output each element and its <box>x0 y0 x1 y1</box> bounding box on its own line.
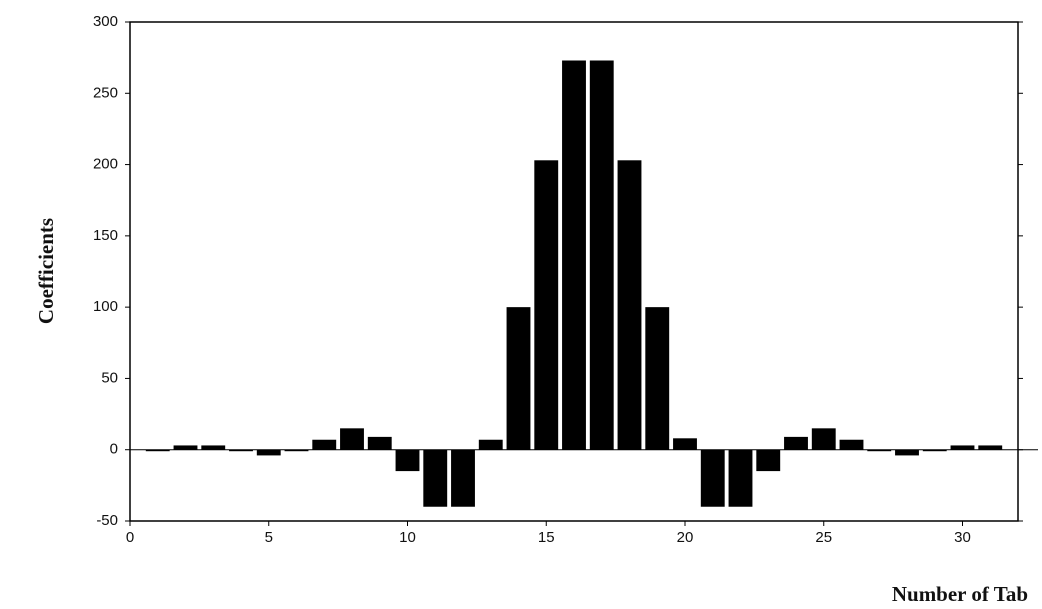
bar <box>923 450 947 452</box>
bar <box>840 440 864 450</box>
bar <box>812 428 836 449</box>
x-tick-label: 30 <box>954 529 971 546</box>
x-tick-label: 15 <box>538 529 555 546</box>
bar <box>257 450 281 456</box>
bar <box>978 445 1002 449</box>
y-tick-label: 50 <box>101 369 118 386</box>
bar <box>590 60 614 449</box>
bar <box>867 450 891 452</box>
x-tick-label: 0 <box>126 529 134 546</box>
y-tick-label: 150 <box>93 227 118 244</box>
bar <box>174 445 198 449</box>
bar <box>340 428 364 449</box>
y-tick-label: 250 <box>93 84 118 101</box>
y-tick-label: 0 <box>110 441 118 458</box>
bar <box>423 450 447 507</box>
x-tick-label: 10 <box>399 529 416 546</box>
bar <box>368 437 392 450</box>
bar <box>285 450 309 452</box>
bar <box>534 160 558 449</box>
y-tick-label: 300 <box>93 13 118 30</box>
bar <box>645 307 669 450</box>
y-axis-label: Coefficients <box>34 218 58 324</box>
bar <box>784 437 808 450</box>
bar <box>673 438 697 449</box>
y-tick-label: -50 <box>96 512 118 529</box>
chart: Coefficients Number of Tab -500501001502… <box>0 0 1042 609</box>
bar <box>618 160 642 449</box>
x-tick-label: 20 <box>677 529 694 546</box>
y-tick-label: 100 <box>93 298 118 315</box>
bar <box>562 60 586 449</box>
bar <box>729 450 753 507</box>
bar <box>951 445 975 449</box>
bar <box>479 440 503 450</box>
bar <box>201 445 225 449</box>
bar <box>312 440 336 450</box>
y-tick-label: 200 <box>93 156 118 173</box>
bar <box>451 450 475 507</box>
bar <box>146 450 170 452</box>
x-tick-label: 5 <box>265 529 273 546</box>
bar <box>701 450 725 507</box>
x-tick-label: 25 <box>815 529 832 546</box>
bar <box>756 450 780 471</box>
x-axis-label: Number of Tab <box>892 582 1028 606</box>
bar <box>396 450 420 471</box>
bar <box>507 307 531 450</box>
bar <box>229 450 253 452</box>
bar <box>895 450 919 456</box>
